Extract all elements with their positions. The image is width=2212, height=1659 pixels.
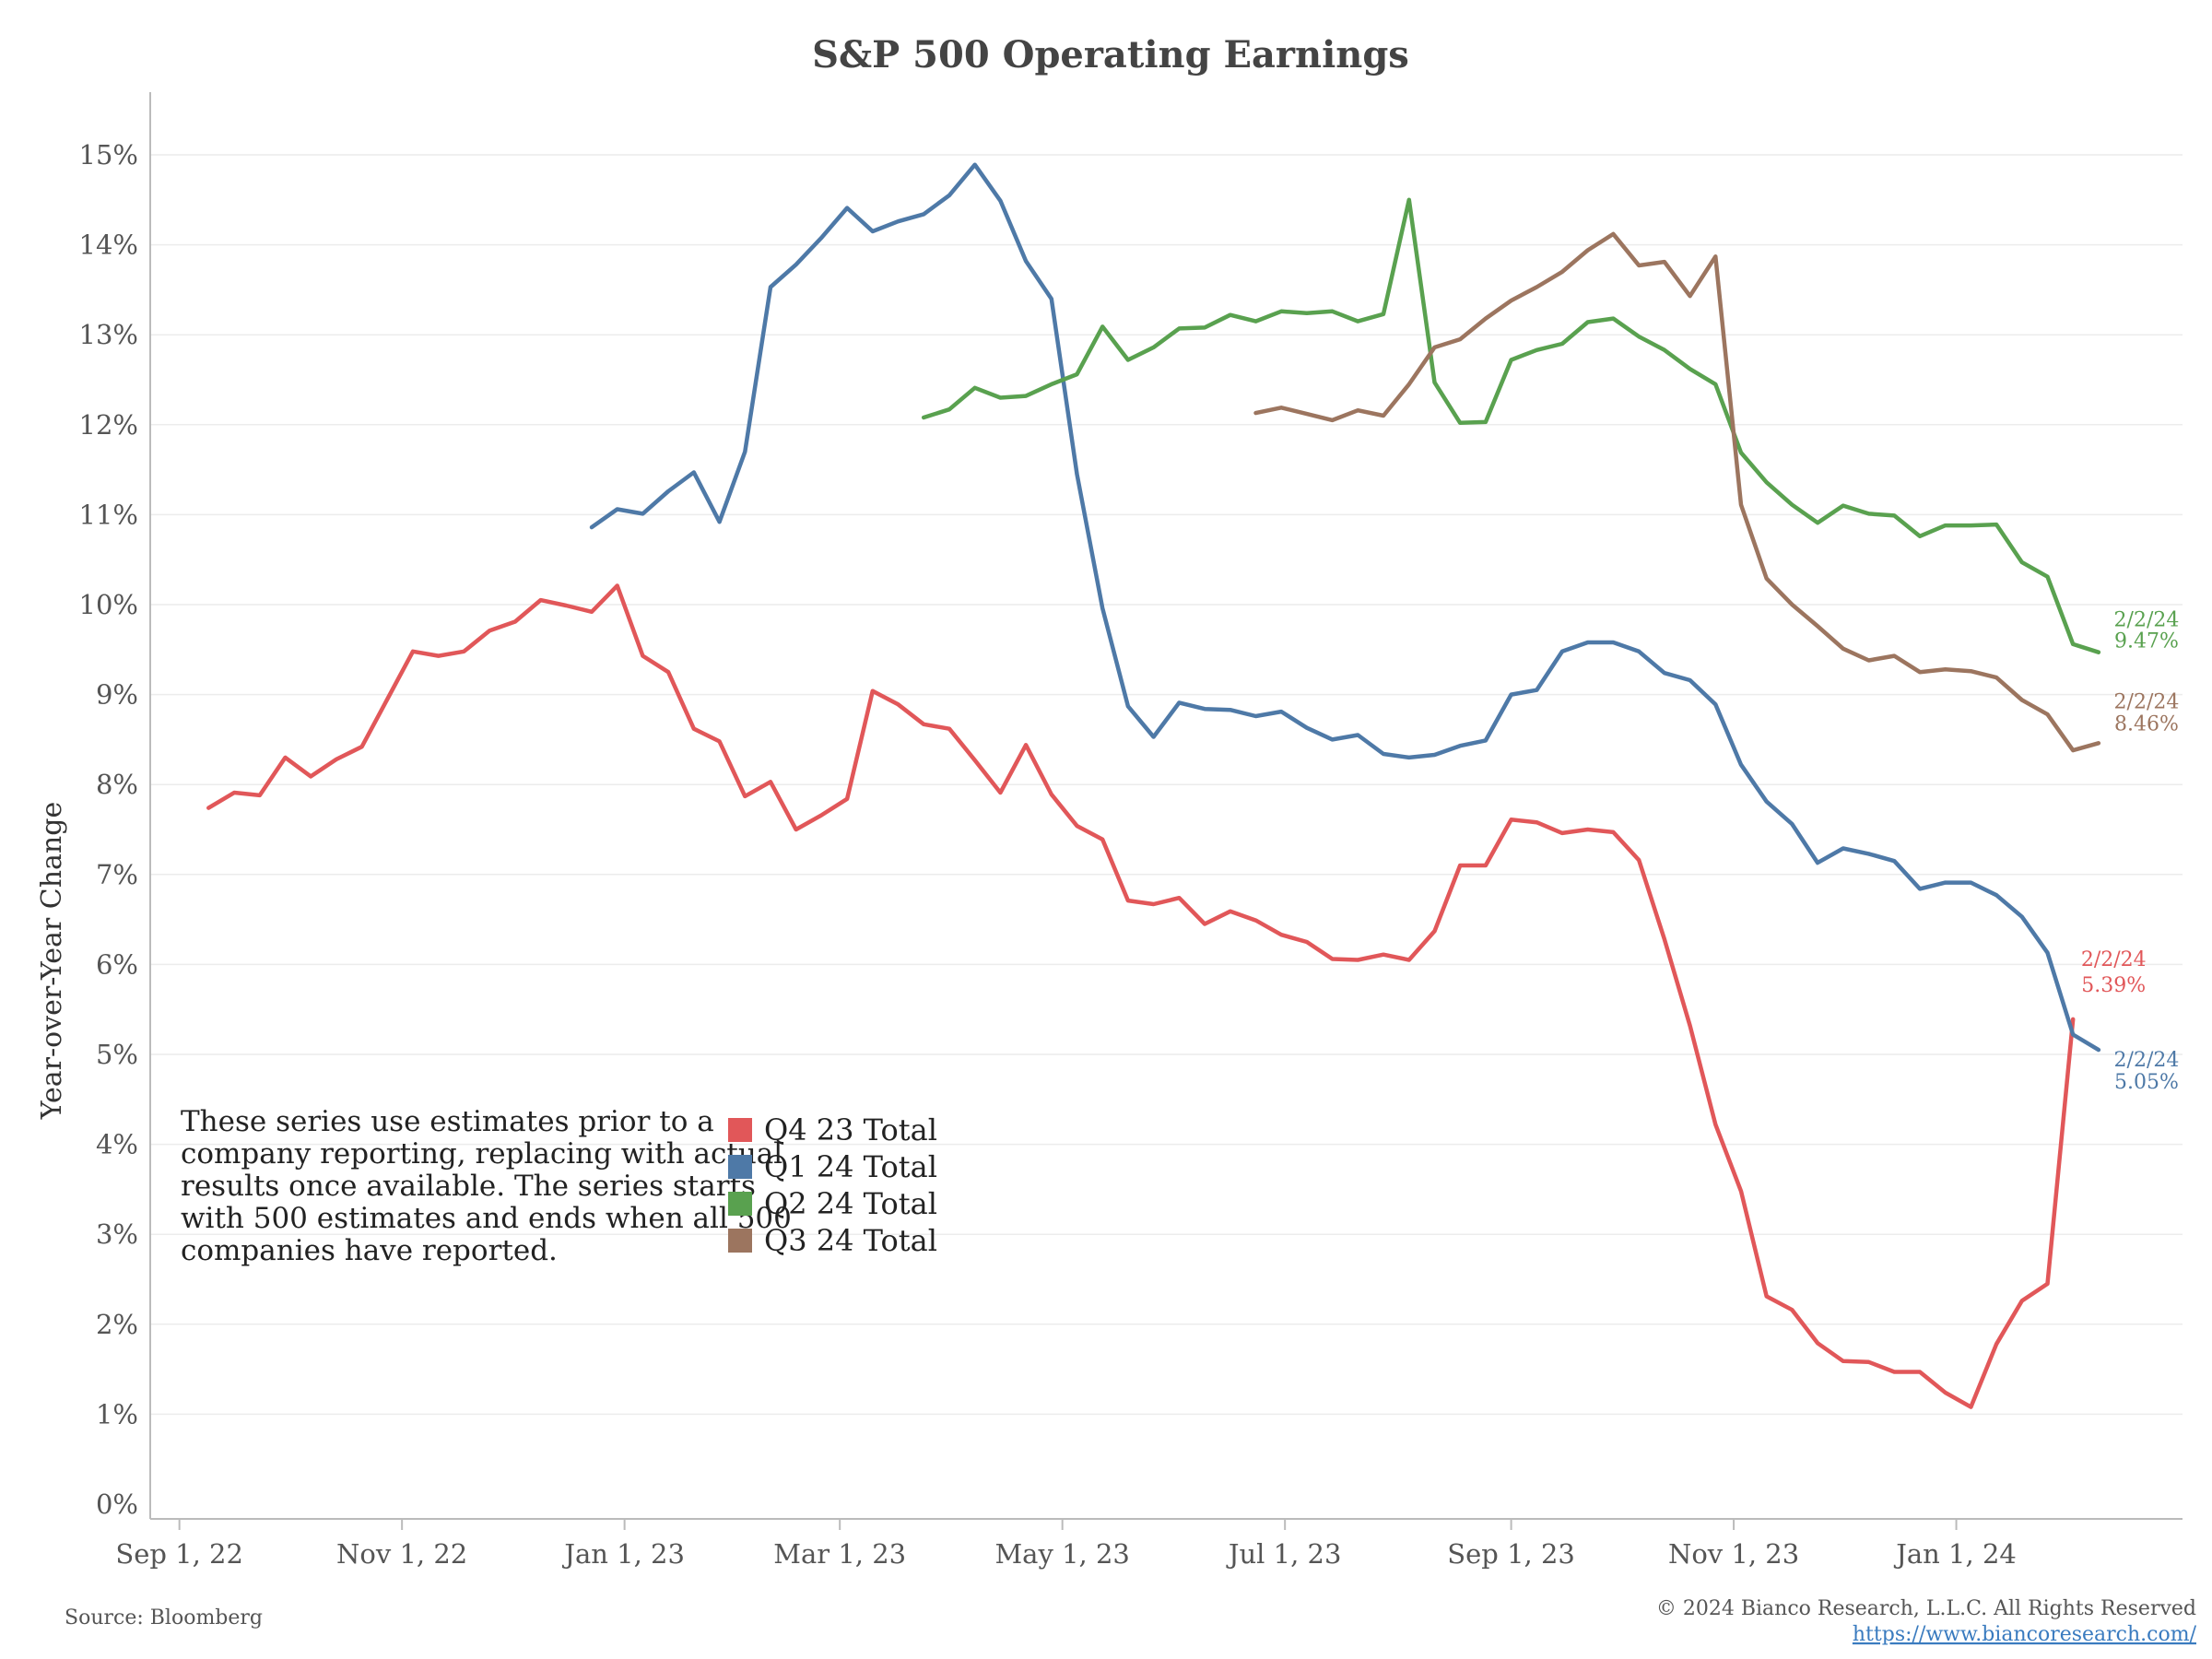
end-label-date: 2/2/24 [2114, 690, 2180, 713]
website-link[interactable]: https://www.biancoresearch.com/ [1853, 1623, 2197, 1646]
annotation-line: company reporting, replacing with actual [181, 1137, 782, 1171]
y-tick-label: 9% [96, 679, 138, 711]
x-tick-label: Jan 1, 23 [561, 1538, 685, 1570]
y-tick-label: 5% [96, 1039, 138, 1070]
y-tick-label: 8% [96, 769, 138, 800]
series-lines [206, 162, 2101, 1409]
legend-swatch [728, 1118, 752, 1142]
end-label-value: 5.39% [2081, 974, 2146, 997]
x-tick-label: Nov 1, 23 [1668, 1538, 1799, 1570]
series-line-q4-23-total [206, 583, 2076, 1409]
end-label-value: 9.47% [2114, 630, 2179, 653]
y-tick-label: 2% [96, 1309, 138, 1340]
annotation-line: results once available. The series start… [181, 1170, 756, 1203]
copyright-note: © 2024 Bianco Research, L.L.C. All Right… [1656, 1597, 2196, 1620]
x-tick-label: Nov 1, 22 [336, 1538, 467, 1570]
annotation-text: These series use estimates prior to a co… [181, 1105, 792, 1267]
y-tick-label: 3% [96, 1218, 138, 1250]
legend-label: Q2 24 Total [764, 1186, 937, 1221]
end-label-value: 5.05% [2114, 1071, 2179, 1094]
x-tick-label: Mar 1, 23 [773, 1538, 906, 1570]
end-label-value: 8.46% [2114, 712, 2179, 735]
legend-label: Q1 24 Total [764, 1149, 937, 1184]
y-tick-label: 12% [79, 409, 138, 441]
series-line-q1-24-total [589, 162, 2101, 1053]
legend-swatch [728, 1155, 752, 1179]
legend-swatch [728, 1192, 752, 1216]
end-label-date: 2/2/24 [2114, 1049, 2180, 1072]
end-labels: 2/2/245.39%2/2/245.05%2/2/249.47%2/2/248… [2081, 609, 2180, 1094]
y-tick-label: 15% [79, 139, 138, 171]
y-tick-label: 0% [96, 1488, 138, 1520]
legend-swatch [728, 1229, 752, 1253]
y-axis-label: Year-over-Year Change [36, 802, 68, 1120]
x-tick-label: Sep 1, 23 [1447, 1538, 1575, 1570]
y-tick-label: 11% [79, 499, 138, 530]
legend-label: Q4 23 Total [764, 1112, 937, 1147]
end-label-date: 2/2/24 [2081, 948, 2147, 971]
legend-label: Q3 24 Total [764, 1223, 937, 1258]
y-tick-label: 1% [96, 1398, 138, 1430]
y-axis-ticks: 0% 1% 2% 3% 4% 5% 6% 7% 8% 9% 10% 11% 12% 13% 14% 15% [79, 139, 138, 1520]
x-tick-label: Jan 1, 24 [1893, 1538, 2017, 1570]
y-tick-label: 4% [96, 1129, 138, 1160]
annotation-line: These series use estimates prior to a [181, 1105, 714, 1138]
x-tick-label: May 1, 23 [994, 1538, 1129, 1570]
annotation-line: companies have reported. [181, 1234, 558, 1267]
y-tick-label: 10% [79, 589, 138, 620]
series-line-q3-24-total [1253, 231, 2101, 753]
y-tick-label: 7% [96, 859, 138, 890]
gridlines [150, 154, 2183, 1416]
x-axis-ticks: Sep 1, 22 Nov 1, 22 Jan 1, 23 Mar 1, 23 May … [115, 1519, 2017, 1570]
x-tick-label: Sep 1, 22 [115, 1538, 243, 1570]
series-line-q2-24-total [921, 197, 2101, 654]
y-tick-label: 6% [96, 948, 138, 980]
x-tick-label: Jul 1, 23 [1226, 1538, 1342, 1570]
source-note: Source: Bloomberg [65, 1606, 263, 1630]
chart-title: S&P 500 Operating Earnings [812, 33, 1409, 76]
end-label-date: 2/2/24 [2114, 609, 2180, 632]
y-tick-label: 14% [79, 229, 138, 261]
y-tick-label: 13% [79, 319, 138, 350]
annotation-line: with 500 estimates and ends when all 500 [181, 1202, 792, 1235]
